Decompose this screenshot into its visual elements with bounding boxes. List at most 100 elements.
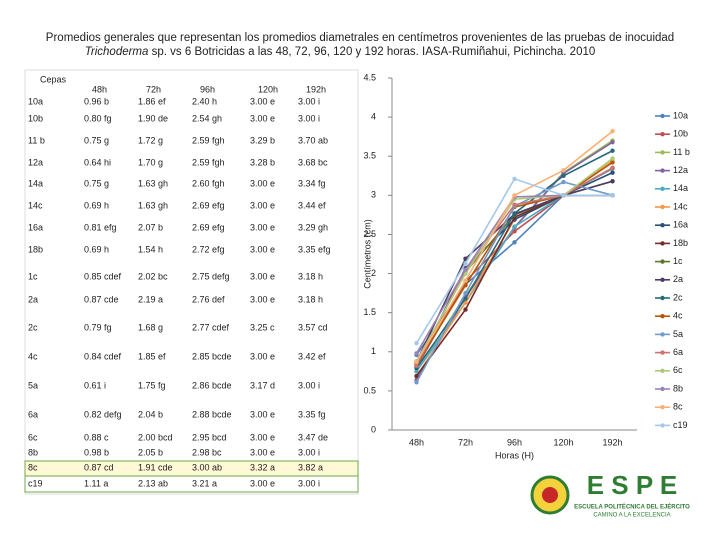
row-label: 10b: [28, 113, 43, 123]
point: [561, 168, 566, 173]
table-cell: 3.35 efg: [298, 244, 331, 254]
row-label: 8c: [28, 462, 38, 472]
table-cell: 3.00 i: [298, 478, 320, 488]
table-cell: 0.75 g: [84, 135, 109, 145]
legend-marker: [660, 423, 665, 428]
point: [512, 202, 517, 207]
point: [610, 139, 615, 145]
legend-marker: [660, 259, 665, 264]
table-cell: 2.69 efg: [192, 200, 225, 210]
table-cell: 3.18 h: [298, 294, 323, 304]
table-cell: 3.00 e: [250, 409, 275, 419]
table-cell: 0.96 b: [84, 96, 109, 106]
table-cell: 2.59 fgh: [192, 157, 225, 167]
table-cell: 3.47 de: [298, 432, 328, 442]
table-cell: 2.75 defg: [192, 271, 230, 281]
table-cell: 2.76 def: [192, 294, 225, 304]
table-cell: 1.54 h: [138, 244, 163, 254]
table-cell: 3.00 i: [298, 380, 320, 390]
legend-marker: [660, 168, 665, 173]
table-cell: 3.57 cd: [298, 322, 328, 332]
table-cell: 2.00 bcd: [138, 432, 173, 442]
table-cell: 2.77 cdef: [192, 322, 230, 332]
y-tick-label: 4: [371, 111, 376, 121]
legend-label: 18b: [673, 238, 688, 248]
row-label: 8b: [28, 447, 38, 457]
point: [610, 170, 615, 175]
table-cell: 0.98 b: [84, 447, 109, 457]
table-cell: 2.54 gh: [192, 113, 222, 123]
table-cell: 0.69 h: [84, 200, 109, 210]
point: [610, 165, 615, 171]
legend-label: c19: [673, 420, 688, 430]
table-cell: 0.64 hi: [84, 157, 111, 167]
y-axis-label: Centímetros (cm): [362, 219, 372, 289]
legend-label: 8c: [673, 402, 683, 412]
table-cell: 1.63 gh: [138, 178, 168, 188]
legend-label: 12a: [673, 165, 688, 175]
row-label: 4c: [28, 351, 38, 361]
table-cell: 2.98 bc: [192, 447, 222, 457]
table-cell: 0.81 efg: [84, 222, 117, 232]
legend-label: 6a: [673, 347, 683, 357]
table-cell: 3.70 ab: [298, 135, 328, 145]
legend-marker: [660, 368, 665, 373]
table-cell: 1.75 fg: [138, 380, 166, 390]
row-label: 2a: [28, 294, 38, 304]
row-label: 11 b: [28, 135, 45, 145]
legend-label: 8b: [673, 383, 683, 393]
table-header: 192h: [306, 84, 326, 94]
table-cell: 2.60 fgh: [192, 178, 225, 188]
legend-marker: [660, 186, 665, 191]
x-tick-label: 120h: [553, 437, 573, 447]
legend-marker: [660, 277, 665, 282]
point: [414, 359, 419, 365]
point: [463, 296, 468, 301]
point: [610, 160, 615, 165]
table-cell: 0.87 cd: [84, 462, 114, 472]
point: [463, 256, 468, 261]
legend-label: 6c: [673, 365, 683, 375]
x-tick-label: 192h: [602, 437, 622, 447]
point: [610, 193, 615, 198]
legend-marker: [660, 223, 665, 228]
table-cell: 1.63 gh: [138, 200, 168, 210]
point: [610, 179, 615, 184]
row-label: 1c: [28, 271, 38, 281]
table-cell: 3.21 a: [192, 478, 217, 488]
table-cell: 0.61 i: [84, 380, 106, 390]
logo-name: E S P E: [587, 470, 678, 500]
table-cell: 3.00 e: [250, 200, 275, 210]
y-tick-label: 4.5: [363, 72, 376, 82]
point: [610, 156, 615, 161]
point: [414, 369, 419, 374]
row-label: 16a: [28, 222, 43, 232]
legend-marker: [660, 386, 665, 392]
table-cell: 3.68 bc: [298, 157, 328, 167]
row-label: 2c: [28, 322, 38, 332]
table-cell: 1.86 ef: [138, 96, 166, 106]
row-label: 6c: [28, 432, 38, 442]
title-rest: sp. vs 6 Botricidas a las 48, 72, 96, 12…: [148, 46, 595, 58]
table-cell: 3.18 h: [298, 271, 323, 281]
table-cell: 3.29 gh: [298, 222, 328, 232]
x-tick-label: 48h: [409, 437, 424, 447]
table-cell: 2.72 efg: [192, 244, 225, 254]
table-cell: 3.00 e: [250, 271, 275, 281]
x-tick-label: 72h: [458, 437, 473, 447]
table-cell: 2.13 ab: [138, 478, 168, 488]
table-cell: 0.85 cdef: [84, 271, 122, 281]
table-cell: 0.75 g: [84, 178, 109, 188]
point: [512, 176, 517, 182]
point: [561, 193, 566, 198]
logo-emblem-center: [542, 487, 558, 503]
x-tick-label: 96h: [507, 437, 522, 447]
table-cell: 0.69 h: [84, 244, 109, 254]
point: [414, 340, 419, 346]
row-label: 6a: [28, 409, 38, 419]
table-cell: 3.29 b: [250, 135, 275, 145]
table-header: 72h: [146, 84, 161, 94]
y-tick-label: 0.5: [363, 385, 376, 395]
y-tick-label: 2: [371, 268, 376, 278]
